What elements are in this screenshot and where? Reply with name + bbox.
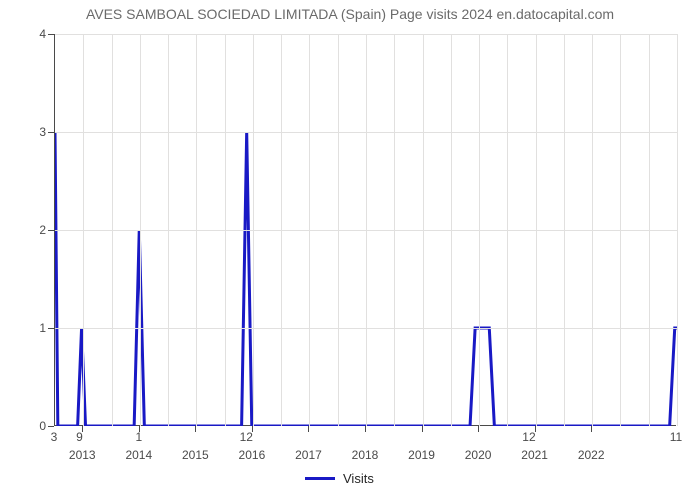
xtick-mark xyxy=(422,426,423,432)
gridline-v xyxy=(281,34,282,426)
ytick-label: 3 xyxy=(16,125,46,139)
xtick-year-label: 2017 xyxy=(286,448,330,462)
ytick-mark xyxy=(48,426,54,427)
xtick-mark xyxy=(195,426,196,432)
xtick-mark xyxy=(365,426,366,432)
xtick-minor-label: 1 xyxy=(127,430,151,444)
xtick-year-label: 2019 xyxy=(400,448,444,462)
gridline-v xyxy=(253,34,254,426)
chart-title: AVES SAMBOAL SOCIEDAD LIMITADA (Spain) P… xyxy=(0,6,700,22)
gridline-v xyxy=(366,34,367,426)
gridline-v xyxy=(83,34,84,426)
gridline-v xyxy=(423,34,424,426)
gridline-v xyxy=(507,34,508,426)
plot-area xyxy=(54,34,676,426)
gridline-v xyxy=(309,34,310,426)
xtick-minor-label: 3 xyxy=(42,430,66,444)
xtick-minor-label: 11 xyxy=(664,430,688,444)
xtick-minor-label: 9 xyxy=(67,430,91,444)
xtick-mark xyxy=(308,426,309,432)
gridline-v xyxy=(394,34,395,426)
gridline-v xyxy=(225,34,226,426)
ytick-label: 1 xyxy=(16,321,46,335)
gridline-v xyxy=(112,34,113,426)
xtick-year-label: 2021 xyxy=(513,448,557,462)
gridline-v xyxy=(451,34,452,426)
gridline-v xyxy=(649,34,650,426)
xtick-year-label: 2015 xyxy=(173,448,217,462)
gridline-v xyxy=(479,34,480,426)
xtick-year-label: 2022 xyxy=(569,448,613,462)
gridline-v xyxy=(564,34,565,426)
gridline-v xyxy=(196,34,197,426)
ytick-mark xyxy=(48,34,54,35)
xtick-year-label: 2014 xyxy=(117,448,161,462)
xtick-year-label: 2013 xyxy=(60,448,104,462)
ytick-label: 2 xyxy=(16,223,46,237)
ytick-mark xyxy=(48,230,54,231)
xtick-year-label: 2018 xyxy=(343,448,387,462)
legend: Visits xyxy=(305,471,374,486)
xtick-year-label: 2016 xyxy=(230,448,274,462)
xtick-mark xyxy=(591,426,592,432)
legend-label: Visits xyxy=(343,471,374,486)
gridline-v xyxy=(140,34,141,426)
gridline-v xyxy=(536,34,537,426)
xtick-year-label: 2020 xyxy=(456,448,500,462)
legend-swatch xyxy=(305,477,335,480)
ytick-mark xyxy=(48,328,54,329)
gridline-v xyxy=(620,34,621,426)
xtick-minor-label: 12 xyxy=(517,430,541,444)
ytick-label: 4 xyxy=(16,27,46,41)
gridline-v xyxy=(168,34,169,426)
chart-root: { "chart": { "type": "line", "title": "A… xyxy=(0,0,700,500)
gridline-v xyxy=(338,34,339,426)
xtick-minor-label: 12 xyxy=(234,430,258,444)
ytick-mark xyxy=(48,132,54,133)
xtick-mark xyxy=(478,426,479,432)
gridline-v xyxy=(677,34,678,426)
gridline-v xyxy=(592,34,593,426)
